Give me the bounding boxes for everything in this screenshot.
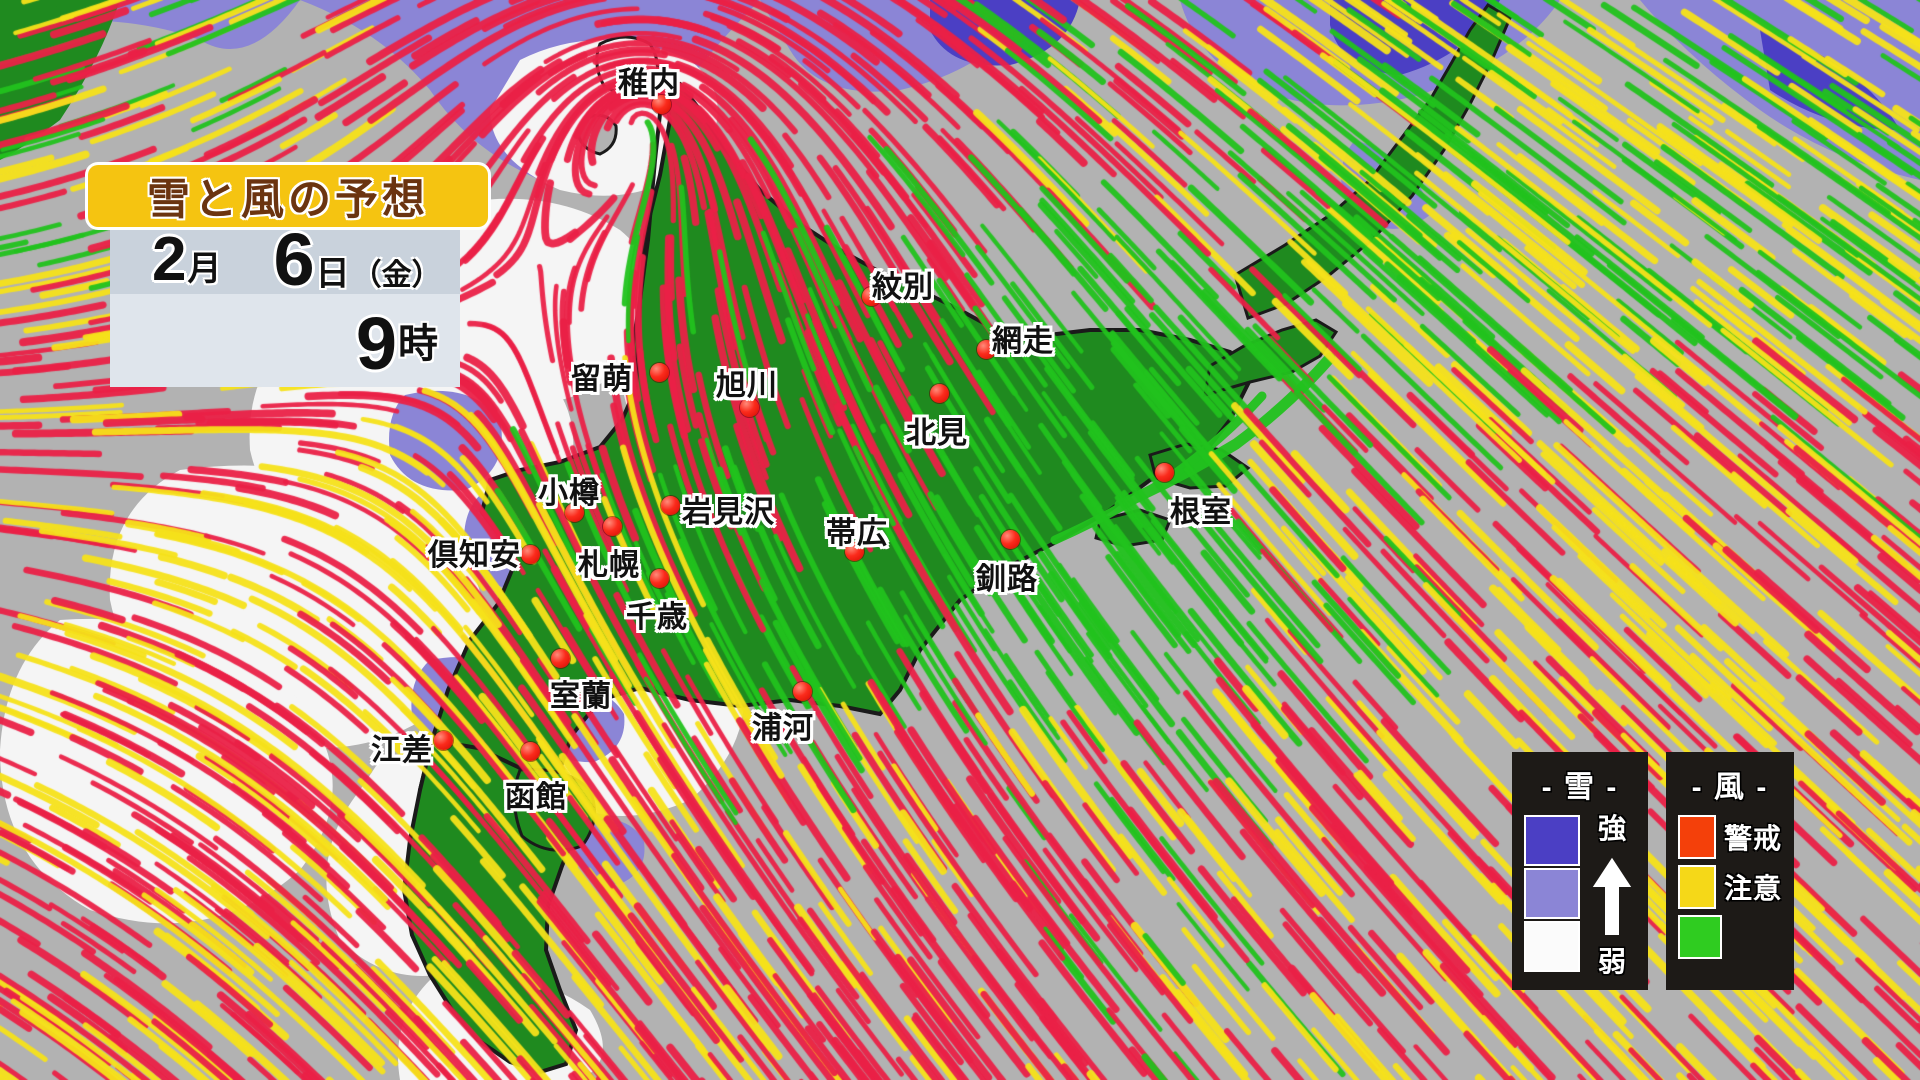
city-dot-icon xyxy=(1001,530,1020,549)
city-name-label: 根室 xyxy=(1170,496,1232,529)
up-arrow-icon xyxy=(1589,853,1635,937)
city-dot-icon xyxy=(603,517,622,536)
title-banner: 雪と風の予想 xyxy=(88,165,488,227)
city-dot-icon xyxy=(661,496,680,515)
city-dot-icon xyxy=(565,503,584,522)
legend-swatch-wind-normal xyxy=(1678,915,1722,959)
datetime-panel: 2 月 6 日 （金） 9 時 xyxy=(110,212,460,387)
day-group: 6 日 （金） xyxy=(273,223,441,297)
hour-value: 9 xyxy=(355,301,397,385)
city-dot-icon xyxy=(521,742,540,761)
legend-swatch-snow-medium xyxy=(1524,868,1580,919)
title-text: 雪と風の予想 xyxy=(147,176,429,224)
legend-wind-row-2 xyxy=(1678,915,1782,959)
month-value: 2 xyxy=(152,225,187,294)
time-row: 9 時 xyxy=(110,300,460,387)
city-name-label: 岩見沢 xyxy=(682,496,775,529)
legend-snow-swatches xyxy=(1524,815,1580,976)
legend: - 雪 - 強 弱 - 風 - xyxy=(1512,752,1794,990)
city-dot-icon xyxy=(434,731,453,750)
city-dot-icon xyxy=(977,340,996,359)
legend-wind-label-0: 警戒 xyxy=(1723,823,1782,854)
month-unit: 月 xyxy=(187,250,222,288)
legend-wind-label-1: 注意 xyxy=(1723,873,1782,904)
city-dot-icon xyxy=(650,363,669,382)
city-name-label: 江差 xyxy=(371,734,433,767)
city-dot-icon xyxy=(862,287,881,306)
city-dot-icon xyxy=(793,682,812,701)
legend-swatch-snow-weak xyxy=(1524,921,1580,972)
city-name-label: 千歳 xyxy=(626,601,688,634)
city-name-label: 旭川 xyxy=(716,369,778,402)
legend-snow-scale: 強 弱 xyxy=(1588,815,1636,976)
city-name-label: 小樽 xyxy=(538,477,600,510)
city-name-label: 室蘭 xyxy=(550,680,612,713)
city-dot-icon xyxy=(845,542,864,561)
city-dot-icon xyxy=(652,95,671,114)
city-name-label: 網走 xyxy=(992,325,1054,358)
legend-swatch-snow-strong xyxy=(1524,815,1580,866)
city-dot-icon xyxy=(521,545,540,564)
legend-weak-label: 弱 xyxy=(1597,946,1626,977)
city-name-label: 帯広 xyxy=(826,517,888,550)
legend-wind-title: - 風 - xyxy=(1691,771,1769,804)
month-group: 2 月 xyxy=(152,229,221,291)
city-dot-icon xyxy=(1155,463,1174,482)
day-of-week: （金） xyxy=(351,259,442,292)
legend-swatch-wind-warning xyxy=(1678,815,1716,859)
legend-swatch-wind-caution xyxy=(1678,865,1716,909)
city-name-label: 釧路 xyxy=(976,563,1038,596)
city-name-label: 倶知安 xyxy=(428,539,521,572)
city-name-label: 函館 xyxy=(505,781,567,814)
city-dot-icon xyxy=(740,398,759,417)
city-name-label: 稚内 xyxy=(618,67,680,100)
city-name-label: 北見 xyxy=(906,417,968,450)
legend-strong-label: 強 xyxy=(1597,813,1626,844)
day-unit: 日 xyxy=(315,255,350,293)
city-name-label: 浦河 xyxy=(752,712,814,745)
city-name-label: 札幌 xyxy=(578,549,640,582)
city-dot-icon xyxy=(930,384,949,403)
date-row: 2 月 6 日 （金） xyxy=(110,216,460,304)
city-name-label: 紋別 xyxy=(872,271,934,304)
legend-snow-title: - 雪 - xyxy=(1541,771,1619,804)
legend-snow-panel: - 雪 - 強 弱 xyxy=(1512,752,1648,990)
city-dot-icon xyxy=(650,569,669,588)
hour-unit: 時 xyxy=(398,321,438,366)
legend-wind-row-1: 注意 xyxy=(1678,865,1782,909)
city-dot-icon xyxy=(551,649,570,668)
legend-wind-panel: - 風 - 警戒 注意 xyxy=(1666,752,1794,990)
city-name-label: 留萌 xyxy=(571,363,633,396)
legend-wind-row-0: 警戒 xyxy=(1678,815,1782,859)
day-value: 6 xyxy=(273,218,315,301)
